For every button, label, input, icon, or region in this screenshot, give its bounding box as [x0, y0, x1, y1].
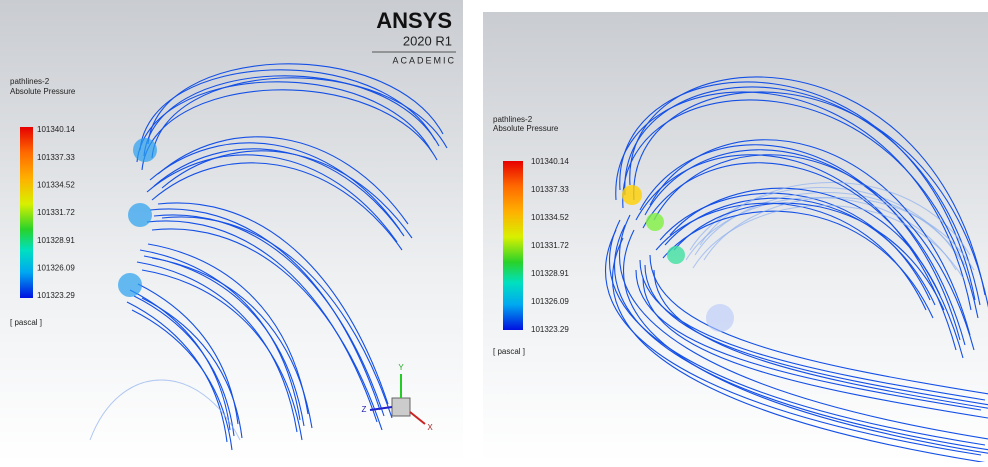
- legend-unit: [ pascal ]: [10, 318, 42, 327]
- axis-z: Z: [362, 405, 367, 414]
- colorbar-label: 101334.52: [531, 213, 569, 222]
- right-view: pathlines-2 Absolute Pressure 101340.14 1…: [483, 12, 988, 462]
- colorbar-label: 101326.09: [531, 297, 569, 306]
- colorbar-label: 101326.09: [37, 263, 75, 272]
- axis-x: X: [427, 423, 433, 432]
- colorbar-label: 101328.91: [37, 236, 75, 245]
- legend-variable: Absolute Pressure: [493, 124, 559, 133]
- colorbar-label: 101328.91: [531, 269, 569, 278]
- colorbar-label: 101337.33: [37, 153, 75, 162]
- brand-version: 2020 R1: [403, 33, 452, 48]
- legend-object: pathlines-2: [493, 115, 533, 124]
- left-view: ANSYS 2020 R1 ACADEMIC pathlines-2 Absol…: [0, 0, 463, 462]
- colorbar-label: 101331.72: [531, 241, 569, 250]
- legend-variable: Absolute Pressure: [10, 87, 76, 96]
- colorbar-label: 101323.29: [531, 325, 569, 334]
- colorbar-label: 101340.14: [531, 157, 569, 166]
- colorbar: [503, 161, 523, 330]
- colorbar-label: 101334.52: [37, 180, 75, 189]
- legend-object: pathlines-2: [10, 77, 50, 86]
- colorbar-label: 101340.14: [37, 125, 75, 134]
- brand-name: ANSYS: [376, 8, 452, 33]
- colorbar-label: 101323.29: [37, 291, 75, 300]
- colorbar: [20, 127, 33, 298]
- colorbar-label: 101331.72: [37, 208, 75, 217]
- axis-y: Y: [398, 363, 404, 372]
- legend-unit: [ pascal ]: [493, 347, 525, 356]
- colorbar-label: 101337.33: [531, 185, 569, 194]
- brand-edition: ACADEMIC: [392, 55, 456, 65]
- screenshot: ANSYS 2020 R1 ACADEMIC pathlines-2 Absol…: [0, 0, 988, 462]
